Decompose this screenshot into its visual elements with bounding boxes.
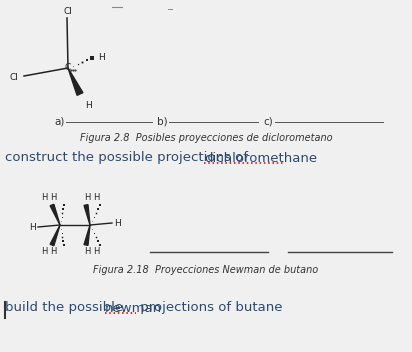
Text: construct the possible projections of: construct the possible projections of <box>5 151 252 164</box>
Polygon shape <box>68 68 83 95</box>
Text: H: H <box>115 219 122 227</box>
Polygon shape <box>84 205 90 225</box>
Text: Cl: Cl <box>63 7 73 16</box>
Text: Figura 2.8  Posibles proyecciones de diclorometano: Figura 2.8 Posibles proyecciones de dicl… <box>80 133 332 143</box>
Text: dichloromethane: dichloromethane <box>204 151 318 164</box>
Polygon shape <box>50 204 60 225</box>
Text: H H: H H <box>42 194 58 202</box>
Text: a): a) <box>54 117 64 127</box>
Text: H: H <box>85 101 92 110</box>
Text: b): b) <box>157 117 168 127</box>
Polygon shape <box>50 225 60 246</box>
Text: Cl: Cl <box>9 73 18 82</box>
Text: newman: newman <box>105 302 162 314</box>
Text: H H: H H <box>42 247 58 257</box>
Text: build the possible: build the possible <box>5 302 127 314</box>
Text: H H: H H <box>85 194 101 202</box>
Text: c): c) <box>263 117 273 127</box>
Polygon shape <box>84 225 90 245</box>
Text: H: H <box>28 222 35 232</box>
Text: projections of butane: projections of butane <box>136 302 283 314</box>
Text: C: C <box>65 63 71 73</box>
Text: Figura 2.18  Proyecciones Newman de butano: Figura 2.18 Proyecciones Newman de butan… <box>94 265 318 275</box>
Text: H: H <box>98 52 105 62</box>
Text: H H: H H <box>85 247 101 257</box>
